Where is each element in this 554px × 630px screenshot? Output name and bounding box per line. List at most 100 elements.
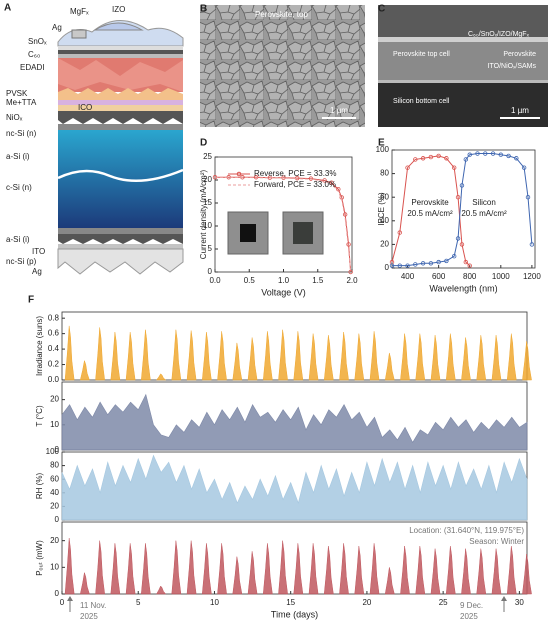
plot-frame (391, 149, 536, 269)
y-tick-label: 100 (46, 447, 60, 456)
daily-peak (217, 543, 227, 595)
schematic-label: NiOₓ (6, 113, 23, 122)
x-tick-label: 1.0 (278, 276, 290, 285)
schematic-label: SnOₓ (28, 37, 47, 46)
marker (463, 259, 469, 265)
x-tick-label: 15 (286, 598, 295, 607)
marker (525, 194, 531, 200)
x-tick-label: 400 (401, 272, 415, 281)
y-axis-label: Irradiance (suns) (35, 316, 44, 376)
annotation: 11 Nov. (80, 601, 106, 610)
daily-peak (369, 331, 380, 381)
daily-peak (384, 567, 395, 595)
marker (463, 157, 469, 162)
daily-peak (354, 545, 365, 595)
x-tick-label: 0.0 (209, 276, 221, 285)
y-tick-label: 0 (55, 515, 60, 524)
schematic-label: MgFₓ (70, 7, 89, 16)
schematic-label: nc-Si (n) (6, 129, 37, 138)
y-axis-label: Current density (mA/cm²) (199, 169, 208, 259)
daily-peak (369, 543, 380, 595)
schematic-label: a-Si (i) (6, 152, 30, 161)
daily-peak (430, 548, 441, 595)
daily-peak (445, 545, 456, 595)
schematic-label: C₆₀ (28, 50, 40, 59)
marker (475, 151, 480, 156)
marker (444, 258, 449, 264)
y-tick-label: 0 (385, 263, 390, 272)
y-tick-label: 5 (208, 244, 213, 253)
daily-peak (247, 551, 258, 595)
marker (428, 154, 434, 160)
marker (455, 236, 461, 241)
panel-label: E (378, 138, 385, 149)
y-tick-label: 20 (50, 502, 59, 511)
daily-peak (522, 553, 532, 595)
schematic-label: Ag (52, 23, 62, 32)
schematic-label: Ag (32, 267, 42, 276)
x-tick-label: 2.0 (346, 276, 358, 285)
daily-peak (308, 543, 319, 595)
annotation: 2025 (80, 612, 98, 621)
annotation: Silicon (472, 198, 496, 207)
daily-peak (64, 537, 75, 595)
legend-marker (236, 171, 242, 177)
y-tick-label: 0.2 (48, 360, 60, 369)
daily-peak (506, 545, 517, 595)
marker (389, 263, 395, 268)
marker (436, 153, 441, 159)
y-tick-label: 60 (380, 192, 389, 201)
marker (346, 242, 351, 247)
daily-peak (110, 332, 121, 381)
y-tick-label: 60 (50, 474, 59, 483)
series-line (392, 153, 533, 267)
x-tick-label: 0.5 (244, 276, 256, 285)
daily-peak (201, 543, 212, 595)
x-tick-label: 1200 (523, 272, 541, 281)
annotation: 20.5 mA/cm² (407, 209, 453, 218)
schematic-label: ITO (32, 247, 45, 256)
marker (405, 165, 410, 170)
daily-peak (491, 548, 502, 595)
daily-peak (476, 548, 487, 595)
marker (490, 151, 496, 156)
y-tick-label: 0.4 (48, 344, 60, 353)
device-photo (293, 222, 313, 244)
schematic-label: PVSK (6, 89, 28, 98)
daily-peak (400, 545, 410, 595)
y-tick-label: 10 (50, 562, 59, 571)
x-axis-label: Wavelength (nm) (429, 283, 497, 293)
scale-label: 1 µm (511, 106, 529, 115)
panel-label: A (4, 3, 11, 14)
marker (451, 165, 457, 170)
daily-peak (400, 333, 410, 381)
image-label: ITO/NiOₓ/SAMs (488, 63, 537, 70)
daily-peak (354, 333, 365, 381)
daily-peak (506, 333, 517, 381)
panel-label: C (378, 4, 385, 15)
y-tick-label: 20 (380, 240, 389, 249)
daily-peak (323, 335, 334, 381)
marker (322, 178, 327, 183)
y-tick-label: 40 (50, 488, 59, 497)
marker (444, 156, 449, 161)
daily-peak (262, 331, 273, 381)
marker (413, 262, 418, 267)
y-axis-label: RH (%) (35, 473, 44, 500)
series-area (61, 454, 528, 521)
x-axis-label: Voltage (V) (261, 287, 306, 297)
image-label: Perovskite (503, 51, 536, 58)
y-tick-label: 100 (376, 145, 390, 154)
marker (514, 156, 519, 161)
panel-label: D (200, 138, 207, 149)
schematic-label: Me+TTA (6, 98, 37, 107)
y-axis-label: Pₒᵤₜ (mW) (35, 540, 44, 576)
daily-peak (430, 335, 441, 381)
daily-peak (95, 327, 105, 381)
panel-label: B (200, 4, 207, 15)
daily-peak (141, 543, 151, 595)
y-tick-label: 80 (380, 169, 389, 178)
marker (483, 151, 488, 156)
marker (397, 230, 402, 235)
